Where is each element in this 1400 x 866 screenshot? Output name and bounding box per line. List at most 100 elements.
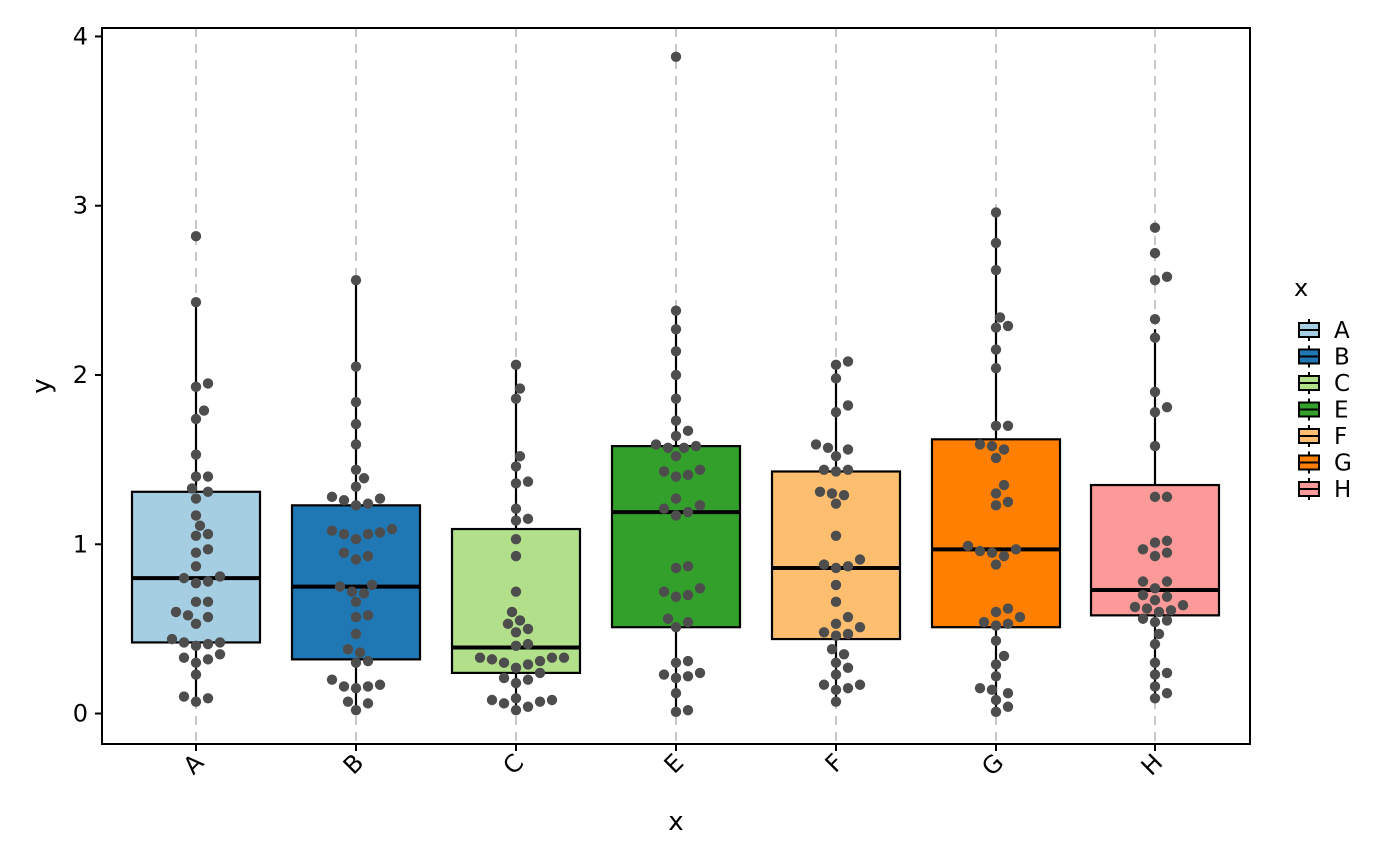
point-B-23 [350,533,362,545]
point-G-39 [990,207,1002,218]
point-A-35 [190,449,202,460]
point-E-37 [670,346,682,357]
point-B-16 [358,588,370,599]
point-H-4 [1161,667,1173,679]
legend-label-A: A [1334,318,1350,344]
point-C-25 [506,606,518,618]
point-B-1 [362,698,374,709]
point-C-1 [522,701,534,712]
point-F-0 [830,696,842,707]
point-A-11 [214,637,226,648]
point-E-32 [670,430,682,442]
point-B-34 [350,481,362,492]
point-F-22 [830,530,842,542]
point-B-4 [362,681,374,692]
point-E-12 [670,591,682,602]
point-A-6 [178,652,190,663]
point-H-38 [1149,222,1161,233]
legend-label-H: H [1334,477,1351,503]
point-H-13 [1141,603,1153,614]
point-B-33 [326,491,338,503]
y-tick-label-2: 2 [73,361,88,389]
legend-label-E: E [1334,398,1349,424]
point-F-34 [830,407,842,418]
point-H-15 [1177,600,1189,611]
point-A-31 [202,486,214,497]
point-F-30 [830,451,842,462]
point-H-30 [1149,407,1161,418]
point-C-10 [534,667,546,679]
point-E-30 [690,440,702,452]
point-B-24 [362,528,374,540]
point-B-11 [342,644,354,655]
point-F-9 [826,644,838,655]
point-H-28 [1161,491,1173,503]
point-E-4 [682,671,694,682]
point-H-5 [1149,657,1161,668]
point-A-17 [190,596,202,608]
point-G-13 [1014,611,1026,623]
point-E-38 [670,324,682,335]
point-C-34 [510,461,522,472]
point-E-2 [670,688,682,699]
y-tick-label-0: 0 [73,700,88,728]
point-B-39 [350,396,362,408]
point-G-9 [990,635,1002,646]
point-G-26 [990,452,1002,464]
point-H-37 [1149,247,1161,259]
point-A-32 [186,483,198,494]
y-axis-title: y [27,378,57,393]
point-C-29 [510,515,522,526]
point-F-20 [818,559,830,570]
point-H-0 [1149,693,1161,704]
point-G-18 [986,547,998,558]
point-H-24 [1137,544,1149,555]
point-E-17 [682,561,694,572]
legend-title: x [1294,274,1308,302]
point-H-32 [1149,386,1161,398]
point-A-38 [190,381,202,393]
point-G-7 [990,659,1002,670]
point-G-36 [994,312,1006,323]
point-B-12 [350,628,362,640]
point-A-10 [178,637,190,648]
point-B-7 [326,674,338,685]
point-E-0 [670,706,682,718]
point-C-0 [510,704,522,716]
point-A-1 [202,693,214,704]
point-A-33 [190,471,202,482]
legend-entry-B: B [1298,345,1350,371]
point-H-27 [1149,491,1161,503]
point-B-17 [346,586,358,597]
point-H-9 [1161,615,1173,626]
point-G-6 [990,671,1002,682]
point-E-34 [670,415,682,426]
point-F-8 [838,649,850,660]
point-E-7 [670,657,682,668]
point-B-14 [362,610,374,621]
point-B-35 [358,473,370,484]
point-C-16 [546,652,558,663]
point-E-35 [670,393,682,404]
point-G-0 [990,706,1002,718]
point-G-24 [990,488,1002,499]
point-A-21 [178,572,190,584]
point-A-40 [190,297,202,308]
point-G-31 [1002,420,1014,431]
point-G-19 [974,545,986,557]
point-C-11 [510,662,522,674]
point-C-20 [522,638,534,650]
legend-label-B: B [1334,345,1350,371]
point-A-41 [190,230,202,242]
point-F-38 [842,356,854,367]
point-G-5 [974,682,986,694]
point-G-11 [1002,618,1014,630]
point-H-3 [1149,669,1161,680]
point-C-2 [498,698,510,709]
point-B-3 [350,682,362,694]
point-C-38 [510,359,522,371]
point-B-28 [386,523,398,535]
point-A-14 [202,611,214,623]
point-G-12 [978,616,990,628]
